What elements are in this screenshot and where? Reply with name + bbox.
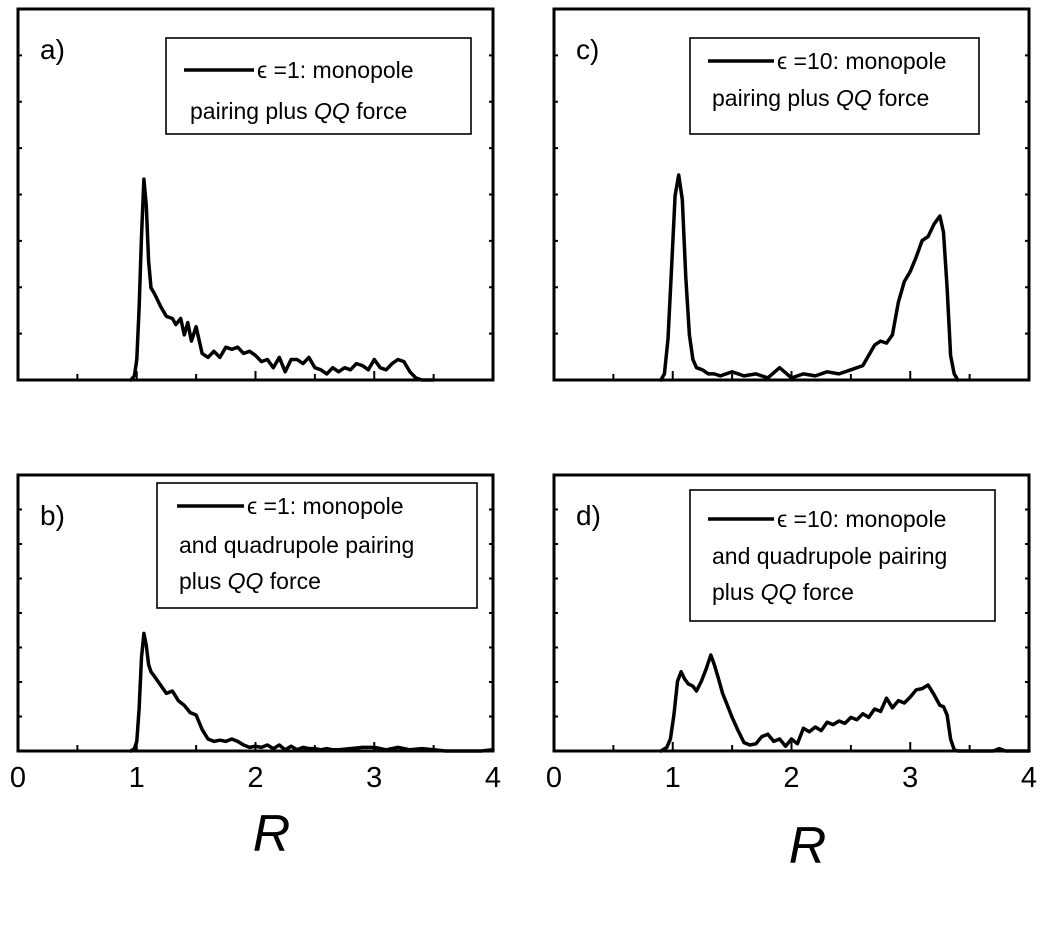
series-line	[129, 177, 436, 382]
x-tick-label: 3	[902, 762, 918, 794]
legend-text: and quadrupole pairing	[179, 532, 414, 558]
x-tick-label: 2	[783, 762, 799, 794]
legend-text: ϵ =1: monopole	[247, 493, 404, 519]
series-line	[129, 631, 495, 753]
x-tick-label: 1	[129, 762, 145, 794]
panel-label: a)	[40, 34, 65, 65]
x-tick-label: 2	[247, 762, 263, 794]
legend-box	[156, 482, 478, 609]
legend-text: pairing plus QQ force	[190, 98, 407, 124]
panel-a: a) ϵ =1: monopole pairing plus QQ force	[16, 7, 495, 382]
panel-label: c)	[576, 34, 599, 65]
x-tick-label: 4	[485, 762, 501, 794]
legend-box	[689, 37, 980, 135]
x-tick-label: 1	[665, 762, 681, 794]
legend-text: plus QQ force	[179, 568, 321, 594]
panel-d: d) ϵ =10: monopole and quadrupole pairing p…	[546, 473, 1037, 875]
legend-text: and quadrupole pairing	[712, 543, 947, 569]
legend-text: plus QQ force	[712, 579, 854, 605]
legend: ϵ =10: monopole pairing plus QQ force	[689, 37, 980, 135]
legend-text: ϵ =10: monopole	[777, 48, 946, 74]
x-tick-label: 0	[10, 762, 26, 794]
x-axis-label: R	[253, 805, 291, 863]
x-tick-label: 4	[1021, 762, 1037, 794]
legend: ϵ =1: monopole pairing plus QQ force	[165, 37, 472, 135]
x-axis-label: R	[789, 817, 827, 875]
legend-text: ϵ =1: monopole	[257, 57, 414, 83]
legend: ϵ =1: monopole and quadrupole pairing plus…	[156, 482, 478, 609]
x-tick-label: 3	[366, 762, 382, 794]
panel-c: c) ϵ =10: monopole pairing plus QQ force	[552, 7, 1031, 382]
series-line	[659, 173, 960, 382]
panel-label: d)	[576, 500, 601, 531]
x-tick-label: 0	[546, 762, 562, 794]
legend-text: pairing plus QQ force	[712, 85, 929, 111]
series-line	[659, 653, 1031, 753]
legend-text: ϵ =10: monopole	[777, 506, 946, 532]
legend-box	[165, 37, 472, 135]
legend: ϵ =10: monopole and quadrupole pairing plu…	[689, 489, 996, 622]
panel-label: b)	[40, 500, 65, 531]
legend-box	[689, 489, 996, 622]
panel-b: b) ϵ =1: monopole and quadrupole pairing pl…	[10, 473, 501, 863]
